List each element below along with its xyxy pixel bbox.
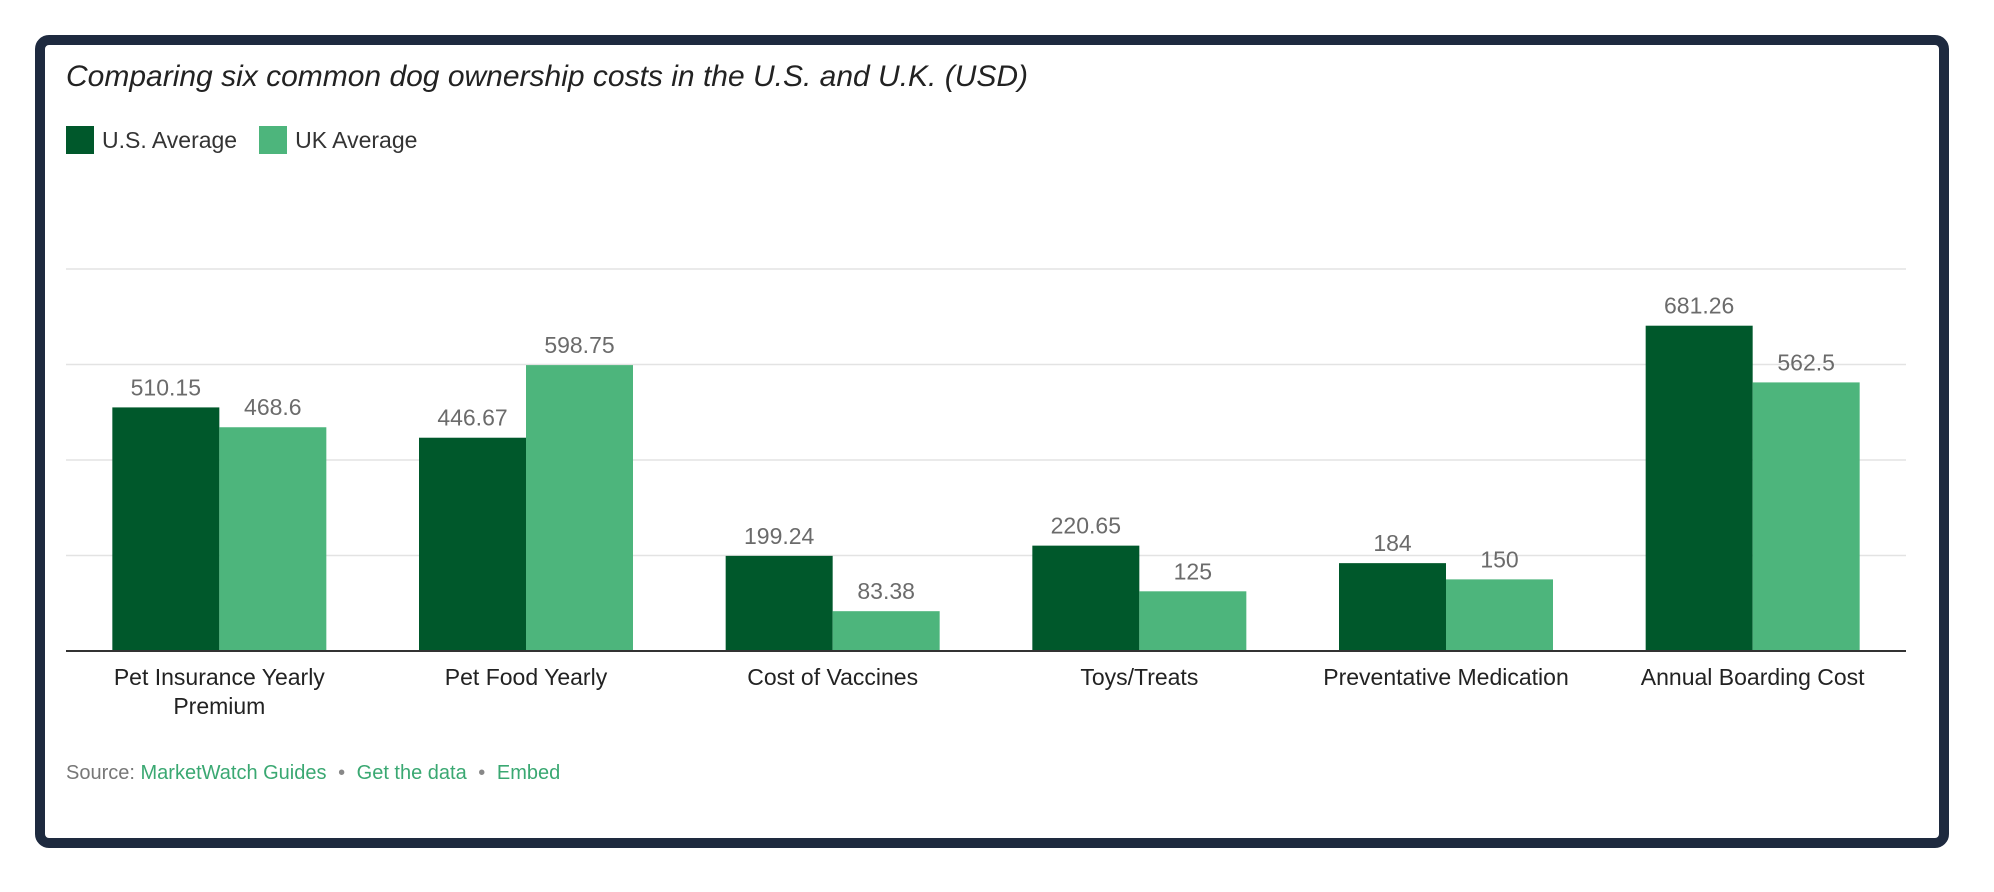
source-prefix: Source: [66,762,135,784]
bar [832,611,940,651]
embed-link[interactable]: Embed [496,762,561,784]
bar [1139,591,1247,651]
category-label: Annual Boarding Cost [1641,664,1865,690]
category-label: Cost of Vaccines [747,664,918,690]
data-label: 83.38 [857,578,915,604]
data-label: 125 [1174,558,1212,584]
bar [1752,382,1860,651]
category-label: Preventative Medication [1323,664,1568,690]
bar [725,555,833,651]
source-link[interactable]: MarketWatch Guides [140,762,327,784]
category-label: Premium [173,693,265,719]
bar [112,407,220,651]
data-label: 468.6 [244,394,302,420]
category-label: Toys/Treats [1080,664,1198,690]
legend-swatch-uk [259,126,288,154]
data-label: 184 [1373,530,1412,556]
bar [1339,563,1446,651]
data-label: 199.24 [744,523,815,549]
data-label: 598.75 [544,332,614,358]
legend-label-us: U.S. Average [102,126,238,153]
source-line: Source: MarketWatch Guides • Get the dat… [66,762,560,785]
bar [1446,579,1553,651]
data-label: 510.15 [131,374,201,400]
data-label: 562.5 [1777,349,1835,375]
data-label: 220.65 [1051,513,1121,539]
legend-item-us[interactable]: U.S. Average [66,126,237,154]
chart-frame [35,35,1949,848]
bar [219,427,327,651]
legend: U.S. Average UK Average [66,126,439,154]
bar [526,365,633,651]
data-label: 681.26 [1664,293,1734,319]
bar [1645,325,1753,651]
separator-dot: • [478,762,486,784]
data-label: 150 [1480,546,1518,572]
category-label: Pet Insurance Yearly [114,664,325,690]
get-data-link[interactable]: Get the data [356,762,467,784]
legend-swatch-us [66,126,94,154]
legend-label-uk: UK Average [295,126,418,153]
legend-item-uk[interactable]: UK Average [259,126,417,154]
separator-dot: • [338,762,346,784]
bar [419,437,526,651]
chart-title: Comparing six common dog ownership costs… [66,60,1029,93]
category-label: Pet Food Yearly [445,664,608,690]
data-label: 446.67 [437,405,507,431]
bar [1032,545,1140,651]
